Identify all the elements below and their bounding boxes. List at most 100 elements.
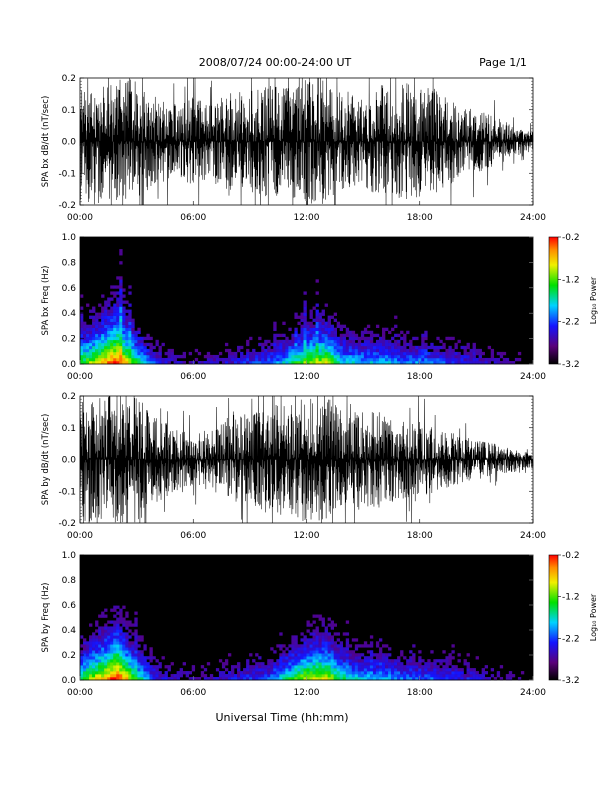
spectrogram-cell <box>300 312 304 316</box>
spectrogram-cell <box>318 351 322 356</box>
spectrogram-cell <box>297 336 301 341</box>
spectrogram-cell <box>378 357 383 362</box>
spectrogram-cell <box>391 327 395 332</box>
spectrogram-cell <box>116 671 120 675</box>
spectrogram-cell <box>101 659 105 663</box>
spectrogram-cell <box>327 641 331 645</box>
spectrogram-cell <box>134 629 138 633</box>
x-tick-label: 12:00 <box>294 372 320 382</box>
spectrogram-cell <box>131 647 135 651</box>
spectrogram-cell <box>119 635 123 639</box>
spectrogram-cell <box>312 354 316 359</box>
spectrogram-cell <box>369 653 374 657</box>
spectrogram-cell <box>466 674 470 678</box>
spectrogram-cell <box>101 638 105 642</box>
spectrogram-cell <box>285 659 289 663</box>
spectrogram-cell <box>360 671 365 675</box>
spectrogram-cell <box>363 345 368 350</box>
spectrogram-cell <box>270 671 274 675</box>
spectrogram-cell <box>385 342 389 347</box>
spectrogram-cell <box>357 351 362 356</box>
spectrogram-cell <box>167 668 171 672</box>
spectrogram-cell <box>261 662 265 666</box>
spectrogram-cell <box>270 348 274 353</box>
spectrogram-cell <box>378 348 383 353</box>
spectrogram-cell <box>116 635 120 639</box>
spectrogram-cell <box>478 357 482 362</box>
spectrogram-cell <box>113 354 117 359</box>
spectrogram-cell <box>357 348 362 353</box>
spectrogram-cell <box>394 671 398 675</box>
spectrogram-cell <box>267 665 271 669</box>
spectrogram-cell <box>128 647 132 651</box>
spectrogram-cell <box>246 354 250 359</box>
spectrogram-cell <box>451 674 455 678</box>
spectrogram-cell <box>98 342 102 347</box>
spectrogram-cell <box>315 638 319 642</box>
spectrogram-cell <box>415 345 419 350</box>
spectrogram-cell <box>382 656 386 660</box>
spectrogram-cell <box>442 357 446 362</box>
spectrogram-cell <box>424 351 428 356</box>
spectrogram-cell <box>445 656 449 660</box>
spectrogram-cell <box>342 665 347 669</box>
spectrogram-cell <box>146 342 150 347</box>
spectrogram-cell <box>339 644 344 648</box>
spectrogram-cell <box>116 650 120 654</box>
spectrogram-cell <box>215 354 220 359</box>
spectrogram-cell <box>315 677 319 681</box>
spectrogram-cell <box>231 351 235 356</box>
spectrogram-cell <box>203 677 208 681</box>
spectrogram-cell <box>243 357 247 362</box>
spectrogram-cell <box>351 677 356 681</box>
spectrogram-cell <box>218 671 223 675</box>
spectrogram-cell <box>291 641 295 645</box>
spectrogram-cell <box>92 644 96 648</box>
spectrogram-cell <box>101 677 105 681</box>
spectrogram-cell <box>345 656 350 660</box>
spectrogram-cell <box>354 656 359 660</box>
y-tick-label: 0.0 <box>62 138 77 148</box>
spectrogram-cell <box>104 632 108 636</box>
spectrogram-cell <box>354 668 359 672</box>
spectrogram-cell <box>360 351 365 356</box>
spectrogram-cell <box>418 659 422 663</box>
spectrogram-cell <box>104 357 108 362</box>
spectrogram-cell <box>264 671 268 675</box>
spectrogram-cell <box>98 674 102 678</box>
spectrogram-cell <box>442 674 446 678</box>
spectrogram-cell <box>89 650 93 654</box>
spectrogram-cell <box>345 360 350 365</box>
spectrogram-cell <box>249 665 253 669</box>
spectrogram-cell <box>385 662 389 666</box>
spectrogram-cell <box>131 677 135 681</box>
spectrogram-cell <box>215 677 220 681</box>
spectrogram-cell <box>394 674 398 678</box>
spectrogram-cell <box>354 674 359 678</box>
spectrogram-cell <box>388 330 392 335</box>
spectrogram-cell <box>273 662 277 666</box>
spectrogram-cell <box>131 671 135 675</box>
spectrogram-cell <box>324 671 328 675</box>
spectrogram-cell <box>113 321 117 325</box>
spectrogram-cell <box>101 336 105 341</box>
spectrogram-cell <box>89 647 93 651</box>
spectrogram-cell <box>375 345 380 350</box>
spectrogram-cell <box>391 348 395 353</box>
spectrogram-cell <box>128 620 132 624</box>
spectrogram-cell <box>315 345 319 350</box>
spectrogram-cell <box>448 336 452 341</box>
spectrogram-cell <box>309 339 313 344</box>
spectrogram-cell <box>382 351 386 356</box>
spectrogram-cell <box>167 354 171 359</box>
spectrogram-cell <box>366 644 371 648</box>
spectrogram-cell <box>92 309 96 313</box>
spectrogram-cell <box>315 357 319 362</box>
spectrogram-cell <box>369 354 374 359</box>
spectrogram-cell <box>155 354 159 359</box>
spectrogram-cell <box>119 294 123 298</box>
spectrogram-cell <box>95 671 99 675</box>
spectrogram-cell <box>312 653 316 657</box>
spectrogram-cell <box>83 330 87 335</box>
spectrogram-cell <box>125 647 129 651</box>
